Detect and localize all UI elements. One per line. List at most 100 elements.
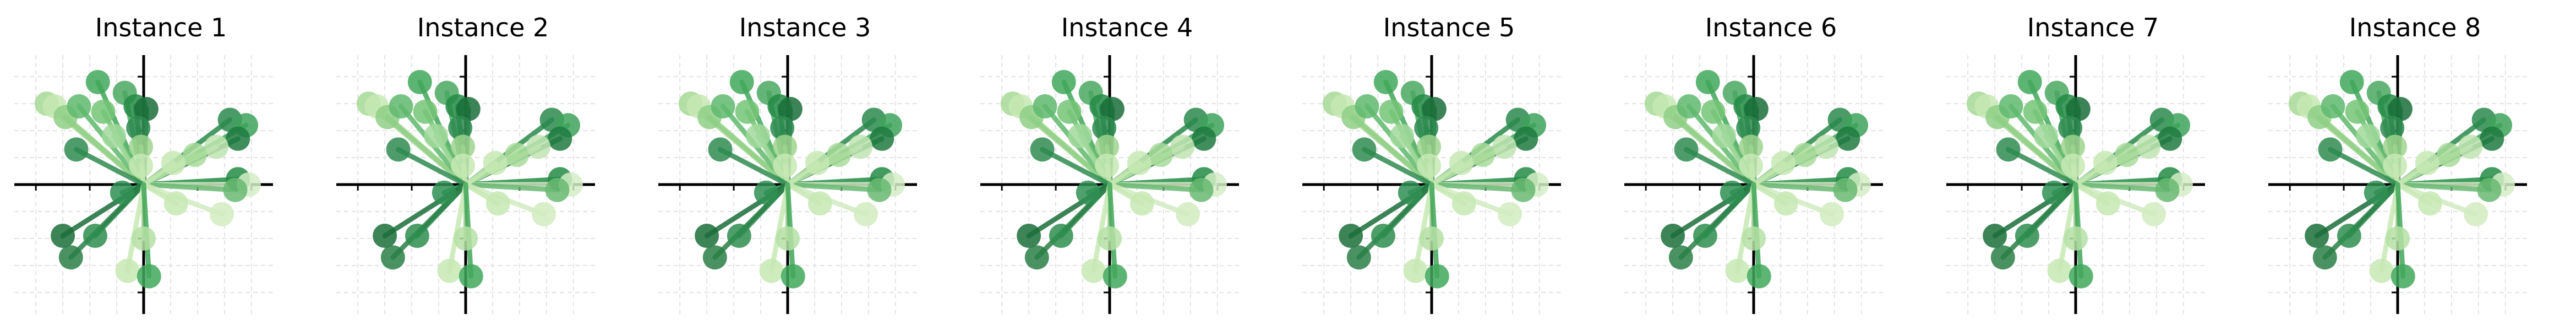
vector-point bbox=[1068, 123, 1093, 148]
vector-point bbox=[129, 134, 154, 159]
vector-point bbox=[1076, 180, 1100, 205]
vector-point bbox=[1814, 134, 1839, 159]
vector-point bbox=[1033, 94, 1057, 119]
vector-line bbox=[125, 182, 146, 274]
vector-point bbox=[85, 69, 110, 94]
chart-plot bbox=[1624, 55, 1883, 314]
vector-point bbox=[2305, 224, 2329, 248]
vector-line bbox=[707, 115, 790, 187]
vector-point bbox=[456, 96, 481, 121]
vector-point bbox=[1414, 116, 1439, 140]
vector-point bbox=[2477, 177, 2502, 202]
vector-point bbox=[735, 99, 760, 124]
vector-line bbox=[74, 147, 146, 187]
vector-point bbox=[126, 116, 151, 140]
panel-title: Instance 4 bbox=[1061, 13, 1193, 42]
vector-point bbox=[853, 202, 878, 226]
vector-point bbox=[773, 153, 798, 178]
vector-point bbox=[711, 94, 735, 119]
vector-point bbox=[805, 150, 829, 175]
vector-point bbox=[1403, 258, 1428, 283]
vector-point bbox=[1996, 137, 2021, 162]
vector-series bbox=[1966, 69, 2193, 289]
vector-series bbox=[34, 69, 261, 289]
vector-point bbox=[1742, 226, 1766, 251]
vector-point bbox=[2155, 177, 2180, 202]
vector-point bbox=[451, 134, 476, 159]
vector-point bbox=[1103, 264, 1127, 289]
vector-point bbox=[1379, 99, 1404, 124]
vector-point bbox=[1744, 96, 1769, 121]
vector-point bbox=[91, 99, 116, 124]
vector-point bbox=[380, 245, 405, 270]
vector-point bbox=[58, 245, 83, 270]
vector-line bbox=[1684, 147, 1756, 187]
vector-point bbox=[413, 99, 438, 124]
vector-point bbox=[67, 94, 91, 119]
vector-point bbox=[1417, 153, 1442, 178]
vector-point bbox=[2321, 94, 2345, 119]
vector-point bbox=[807, 191, 832, 216]
vector-point bbox=[1189, 177, 1214, 202]
vector-point bbox=[1355, 94, 1379, 119]
panel-title: Instance 5 bbox=[1383, 13, 1515, 42]
chart-plot bbox=[980, 55, 1239, 314]
vector-point bbox=[781, 264, 805, 289]
vector-point bbox=[1057, 99, 1082, 124]
panel-title: Instance 8 bbox=[2349, 13, 2481, 42]
chart-panel: Instance 2 bbox=[322, 0, 644, 330]
vector-line bbox=[1429, 182, 1526, 193]
panel-title: Instance 3 bbox=[739, 13, 871, 42]
panel-title: Instance 7 bbox=[2027, 13, 2159, 42]
vector-line bbox=[63, 115, 146, 187]
vector-point bbox=[448, 116, 473, 140]
vector-line bbox=[1107, 182, 1204, 193]
vector-point bbox=[1095, 153, 1120, 178]
vector-point bbox=[204, 134, 229, 159]
chart-panel: Instance 4 bbox=[966, 0, 1288, 330]
vector-point bbox=[1725, 258, 1750, 283]
vector-point bbox=[2339, 69, 2364, 94]
vector-point bbox=[209, 202, 234, 226]
vector-point bbox=[1422, 96, 1447, 121]
vector-point bbox=[373, 224, 397, 248]
vector-line bbox=[2006, 147, 2078, 187]
vector-point bbox=[727, 224, 751, 248]
vector-point bbox=[115, 258, 140, 283]
vector-point bbox=[2061, 134, 2086, 159]
vector-point bbox=[459, 264, 483, 289]
vector-point bbox=[867, 177, 892, 202]
vector-point bbox=[1030, 137, 1055, 162]
vector-point bbox=[1471, 143, 1496, 167]
vector-point bbox=[827, 143, 852, 167]
vector-point bbox=[223, 177, 248, 202]
vector-point bbox=[2463, 202, 2488, 226]
vector-point bbox=[2458, 134, 2483, 159]
vector-point bbox=[770, 116, 795, 140]
vector-point bbox=[2417, 191, 2442, 216]
vector-point bbox=[1346, 245, 1371, 270]
vector-line bbox=[1351, 115, 1434, 187]
vector-point bbox=[2158, 126, 2182, 151]
vector-point bbox=[773, 134, 798, 159]
chart-plot bbox=[2268, 55, 2527, 314]
vector-point bbox=[1739, 134, 1764, 159]
vector-point bbox=[2069, 264, 2093, 289]
vector-point bbox=[545, 177, 570, 202]
vector-line bbox=[785, 182, 882, 193]
vector-point bbox=[1371, 224, 1395, 248]
chart-panel: Instance 7 bbox=[1932, 0, 2254, 330]
vector-point bbox=[1417, 134, 1442, 159]
vector-point bbox=[129, 153, 154, 178]
vector-point bbox=[695, 224, 719, 248]
vector-point bbox=[2437, 143, 2462, 167]
vector-point bbox=[2095, 191, 2120, 216]
vector-line bbox=[447, 182, 468, 274]
vector-point bbox=[776, 226, 800, 251]
vector-point bbox=[1793, 143, 1818, 167]
vector-point bbox=[1339, 224, 1363, 248]
vector-point bbox=[134, 96, 159, 121]
vector-point bbox=[2383, 153, 2408, 178]
vector-point bbox=[2388, 96, 2413, 121]
